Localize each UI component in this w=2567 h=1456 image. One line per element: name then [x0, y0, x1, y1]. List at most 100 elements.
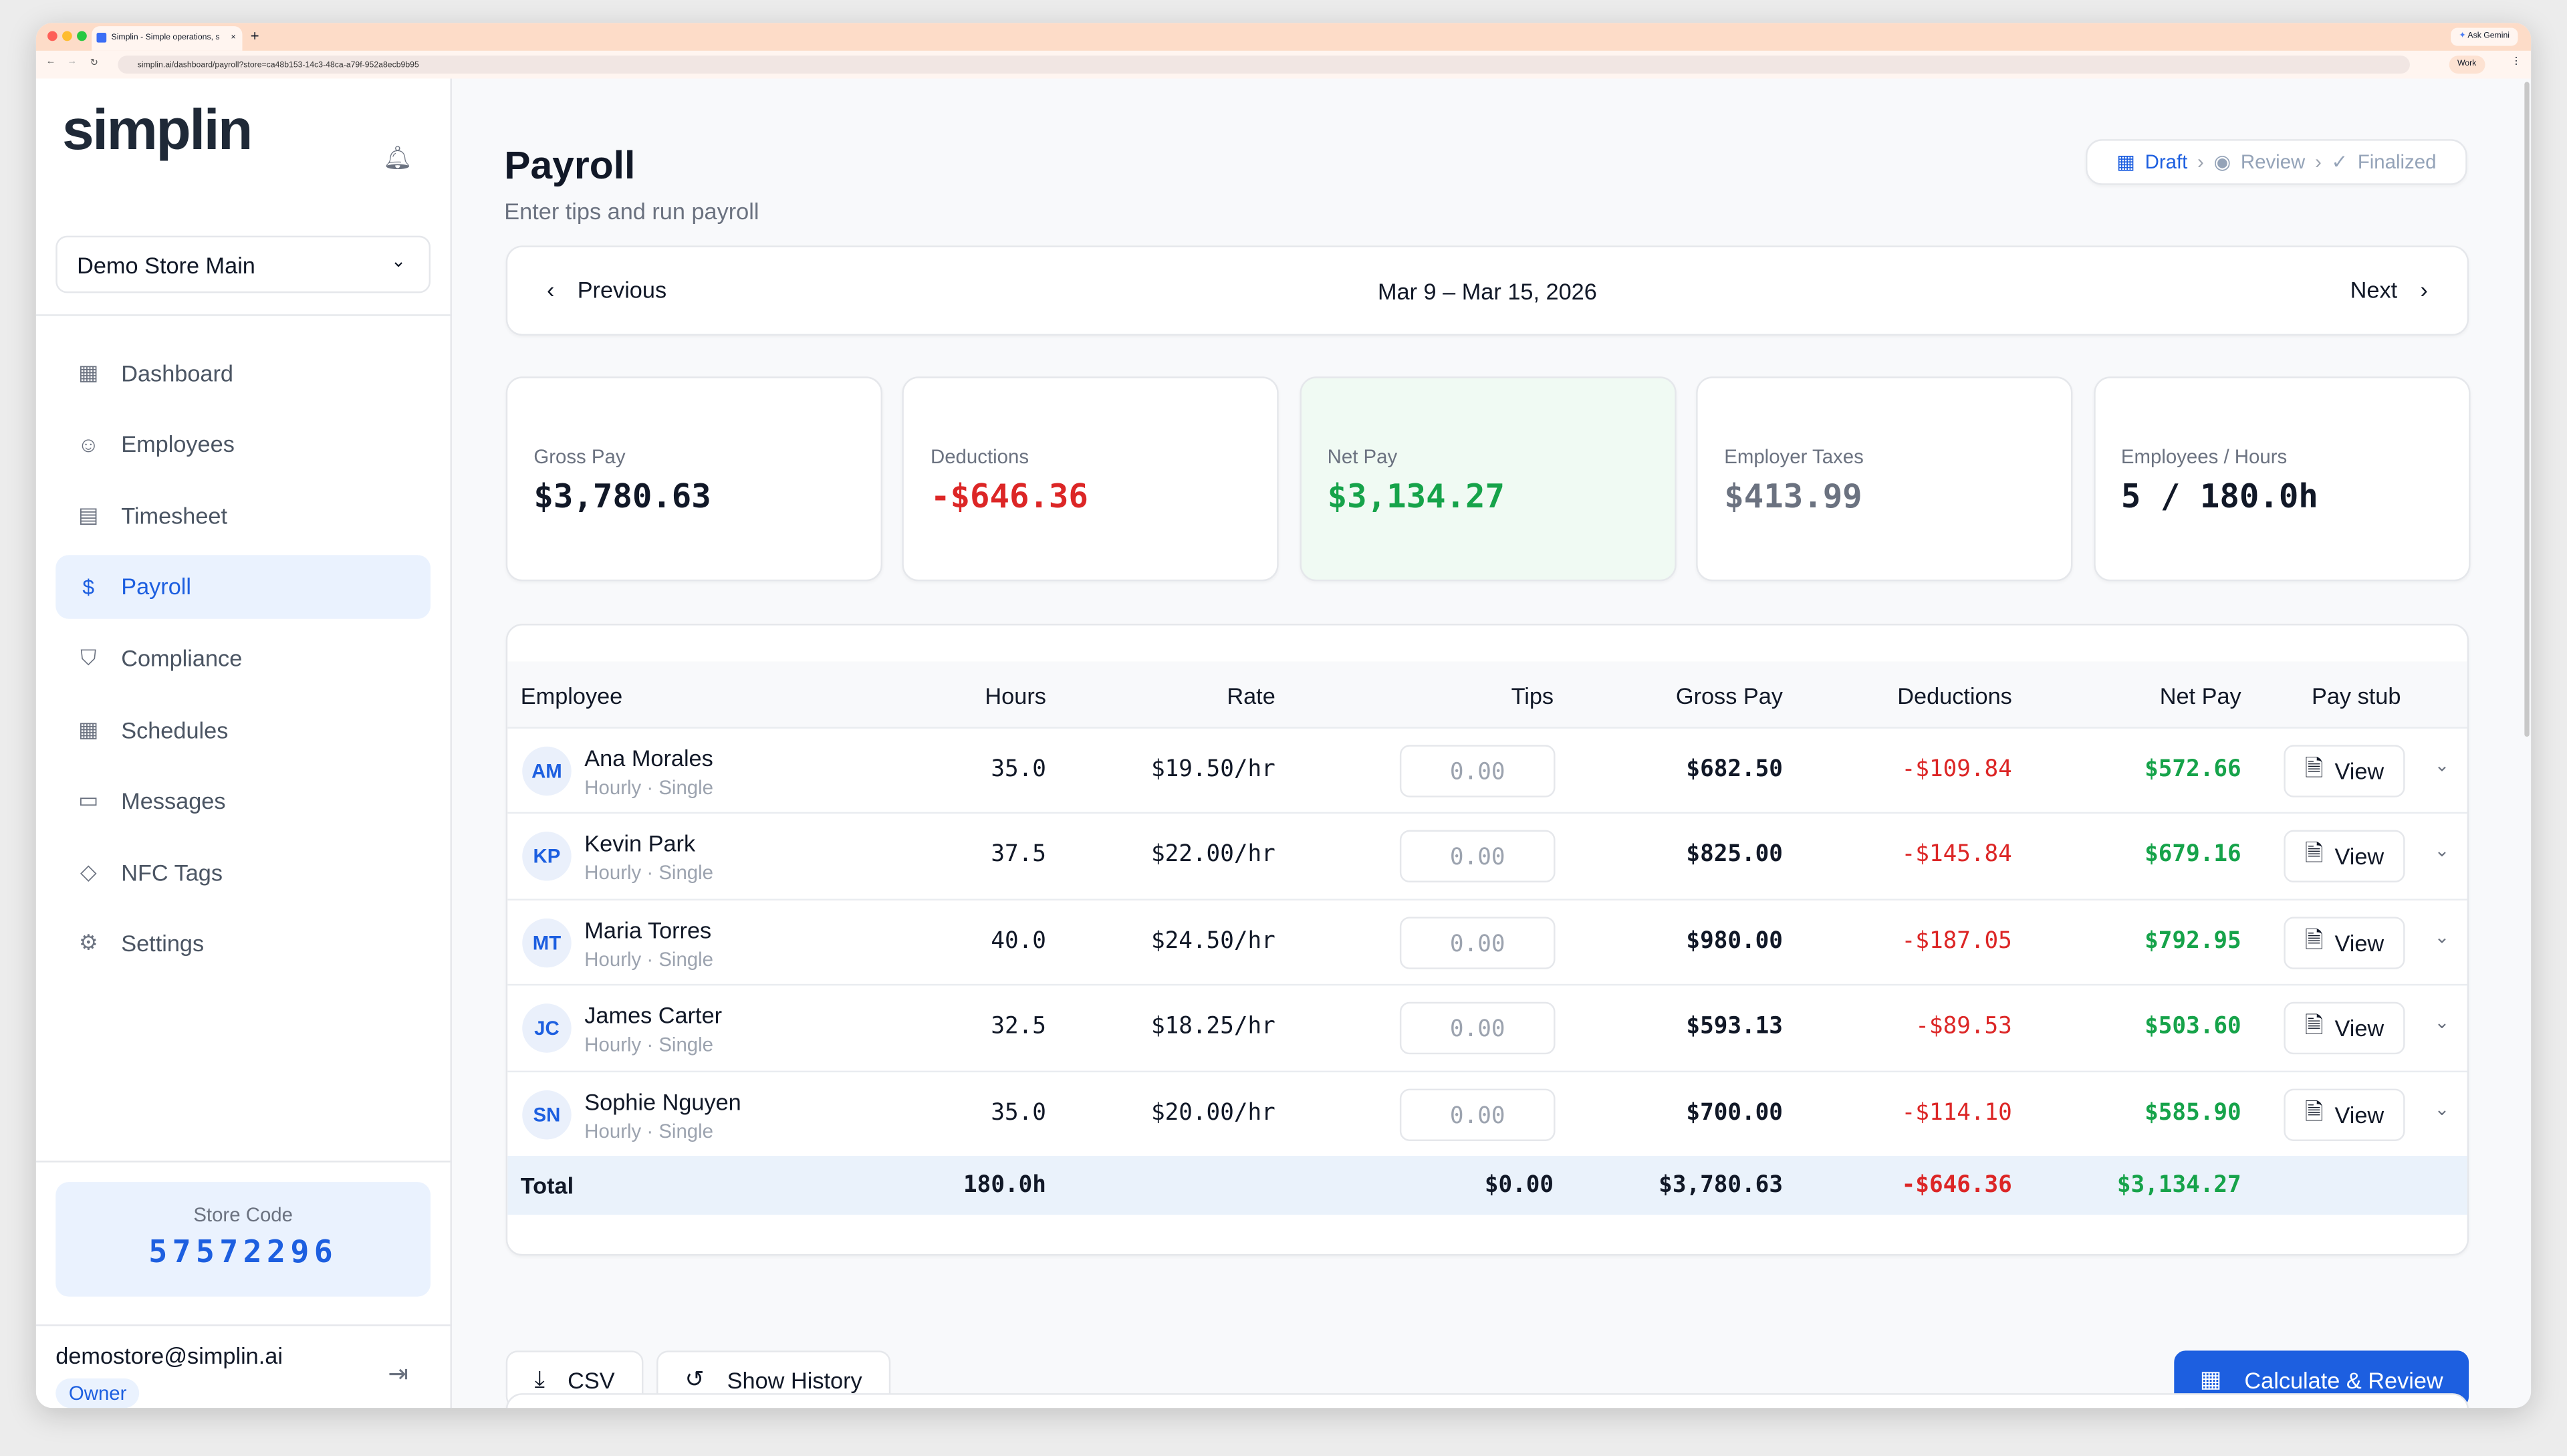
- sidebar-item-compliance[interactable]: ⛉ Compliance: [55, 626, 431, 690]
- history-label: Show History: [727, 1366, 862, 1392]
- chevron-down-icon: ⌄: [390, 252, 406, 272]
- users-icon: ☺: [77, 431, 100, 457]
- user-email: demostore@simplin.ai: [55, 1342, 283, 1369]
- store-code-value: 57572296: [148, 1234, 338, 1271]
- maximize-window-icon[interactable]: [77, 31, 87, 41]
- bell-icon[interactable]: 🔔︎: [383, 144, 412, 170]
- document-icon: 🗎︎: [2304, 926, 2324, 953]
- profile-label: Work: [2457, 59, 2477, 69]
- payroll-table: Employee Hours Rate Tips Gross Pay Deduc…: [505, 624, 2469, 1256]
- tips-input[interactable]: 0.00: [1399, 745, 1556, 798]
- calculate-label: Calculate & Review: [2244, 1366, 2443, 1392]
- employee-name[interactable]: James Carter: [584, 1002, 723, 1029]
- minimize-window-icon[interactable]: [62, 31, 72, 41]
- next-button[interactable]: Next ›: [2350, 277, 2428, 303]
- chevron-right-icon: ›: [2197, 150, 2204, 174]
- tips-input[interactable]: 0.00: [1399, 1088, 1556, 1140]
- sidebar-item-schedules[interactable]: ▦ Schedules: [55, 697, 431, 761]
- expand-row-icon[interactable]: ⌄: [2434, 1013, 2450, 1034]
- employee-name[interactable]: Ana Morales: [584, 745, 713, 771]
- gross-pay: $593.13: [1686, 1013, 1783, 1040]
- header-pay-stub: Pay stub: [2311, 683, 2401, 709]
- calculator-icon: ▦: [2116, 150, 2135, 174]
- employee-name[interactable]: Maria Torres: [584, 916, 712, 943]
- view-label: View: [2334, 757, 2385, 785]
- view-pay-stub-button[interactable]: 🗎︎ View: [2284, 745, 2405, 798]
- tips-input[interactable]: 0.00: [1399, 1002, 1556, 1055]
- eye-icon: ◉: [2213, 150, 2231, 174]
- stat-card: Employer Taxes $413.99: [1696, 376, 2073, 582]
- close-window-icon[interactable]: [47, 31, 57, 41]
- deductions: -$89.53: [1915, 1013, 2012, 1040]
- gross-pay: $682.50: [1686, 756, 1783, 783]
- expand-row-icon[interactable]: ⌄: [2434, 1099, 2450, 1120]
- back-icon[interactable]: ←: [45, 57, 56, 68]
- employee-name[interactable]: Sophie Nguyen: [584, 1088, 741, 1114]
- divider: [35, 314, 452, 316]
- tips-input[interactable]: 0.00: [1399, 830, 1556, 883]
- hours: 35.0: [991, 756, 1046, 783]
- table-header: Employee Hours Rate Tips Gross Pay Deduc…: [507, 661, 2467, 727]
- sidebar-item-timesheet[interactable]: ▤ Timesheet: [55, 483, 431, 548]
- new-tab-icon[interactable]: +: [250, 27, 259, 45]
- profile-button[interactable]: Work: [2449, 55, 2485, 74]
- tab-title: Simplin - Simple operations, s: [111, 32, 220, 43]
- store-select[interactable]: Demo Store Main ⌄: [55, 235, 431, 293]
- sidebar-item-label: Dashboard: [121, 359, 233, 386]
- step-finalized: Finalized: [2357, 150, 2437, 174]
- table-row: MT Maria Torres Hourly · Single 40.0 $24…: [507, 898, 2467, 983]
- view-pay-stub-button[interactable]: 🗎︎ View: [2284, 1088, 2405, 1140]
- clipboard-icon: ▤: [78, 502, 99, 527]
- menu-icon[interactable]: ⋮: [2511, 57, 2522, 68]
- expand-row-icon[interactable]: ⌄: [2434, 842, 2450, 862]
- total-deductions: -$646.36: [1901, 1172, 2012, 1199]
- sidebar-item-settings[interactable]: ⚙ Settings: [55, 912, 431, 976]
- sidebar-item-employees[interactable]: ☺ Employees: [55, 412, 431, 476]
- url-input[interactable]: simplin.ai/dashboard/payroll?store=ca48b…: [118, 55, 2410, 74]
- sidebar-item-payroll[interactable]: $ Payroll: [55, 554, 431, 619]
- tips-input[interactable]: 0.00: [1399, 916, 1556, 969]
- net-pay: $585.90: [2145, 1099, 2241, 1126]
- browser-tab[interactable]: Simplin - Simple operations, s ×: [92, 26, 243, 51]
- rate: $19.50/hr: [1150, 756, 1275, 783]
- previous-button[interactable]: ‹ Previous: [547, 277, 666, 303]
- ask-gemini-button[interactable]: ✦ Ask Gemini: [2451, 27, 2518, 46]
- sidebar-item-dashboard[interactable]: ▦ Dashboard: [55, 340, 431, 404]
- sidebar-item-messages[interactable]: ▭ Messages: [55, 769, 431, 833]
- view-pay-stub-button[interactable]: 🗎︎ View: [2284, 916, 2405, 969]
- total-gross: $3,780.63: [1659, 1172, 1783, 1199]
- scrollbar[interactable]: [2524, 82, 2530, 737]
- sidebar-item-label: Timesheet: [121, 502, 228, 529]
- store-select-value: Demo Store Main: [77, 252, 255, 279]
- reload-icon[interactable]: ↻: [90, 59, 99, 69]
- logout-icon[interactable]: ⇥: [388, 1360, 409, 1388]
- sidebar-item-label: Settings: [121, 930, 205, 957]
- sidebar-item-nfc-tags[interactable]: ◇ NFC Tags: [55, 840, 431, 904]
- browser-window: Simplin - Simple operations, s × + ✦ Ask …: [35, 23, 2532, 1409]
- table-row: AM Ana Morales Hourly · Single 35.0 $19.…: [507, 727, 2467, 812]
- expand-row-icon[interactable]: ⌄: [2434, 928, 2450, 948]
- forward-icon[interactable]: →: [67, 57, 78, 68]
- net-pay: $679.16: [2145, 842, 2241, 868]
- step-review: Review: [2240, 150, 2306, 174]
- view-pay-stub-button[interactable]: 🗎︎ View: [2284, 1002, 2405, 1055]
- gross-pay: $825.00: [1686, 842, 1783, 868]
- header-tips: Tips: [1511, 683, 1554, 709]
- header-hours: Hours: [985, 683, 1046, 709]
- stat-label: Net Pay: [1327, 445, 1398, 469]
- next-label: Next: [2350, 276, 2398, 304]
- hours: 40.0: [991, 928, 1046, 955]
- stat-label: Deductions: [930, 445, 1029, 469]
- avatar: JC: [522, 1003, 572, 1054]
- divider: [35, 1324, 452, 1326]
- header-rate: Rate: [1227, 683, 1275, 709]
- employee-type: Hourly · Single: [584, 862, 714, 885]
- view-pay-stub-button[interactable]: 🗎︎ View: [2284, 830, 2405, 883]
- close-tab-icon[interactable]: ×: [231, 32, 236, 43]
- employee-name[interactable]: Kevin Park: [584, 830, 696, 857]
- favicon-icon: [96, 32, 107, 43]
- expand-row-icon[interactable]: ⌄: [2434, 756, 2450, 776]
- message-icon: ▭: [78, 787, 99, 812]
- net-pay: $503.60: [2145, 1013, 2241, 1040]
- sidebar-item-label: Schedules: [121, 716, 229, 743]
